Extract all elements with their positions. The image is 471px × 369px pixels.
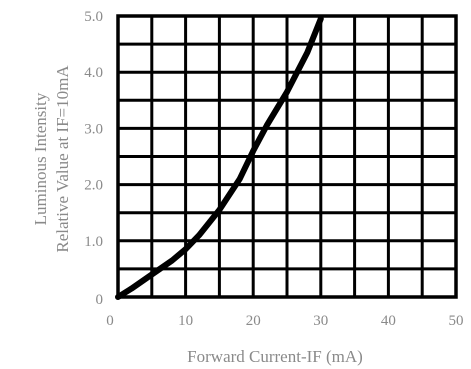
x-tick-label-2: 20 xyxy=(246,313,261,329)
y-tick-label-0: 0 xyxy=(96,292,104,308)
y-tick-label-5: 5.0 xyxy=(84,9,103,25)
y-tick-label-1: 1.0 xyxy=(84,234,103,250)
x-tick-label-5: 50 xyxy=(449,313,464,329)
x-tick-label-0: 0 xyxy=(106,313,114,329)
y-tick-label-2: 2.0 xyxy=(84,178,103,194)
x-tick-label-1: 10 xyxy=(178,313,193,329)
x-tick-label-4: 40 xyxy=(381,313,396,329)
y-tick-label-3: 3.0 xyxy=(84,121,103,137)
y-axis-title-line-1: Luminous Intensity xyxy=(31,92,50,225)
grid-lines xyxy=(116,14,458,299)
y-axis-title-line-2: Relative Value at IF=10mA xyxy=(53,65,72,253)
y-tick-label-4: 4.0 xyxy=(84,65,103,81)
y-axis-ticks: 0 1.0 2.0 3.0 4.0 5.0 xyxy=(84,9,103,308)
x-tick-label-3: 30 xyxy=(313,313,328,329)
x-axis-ticks: 0 10 20 30 40 50 xyxy=(106,313,463,329)
y-axis-title: Luminous Intensity Relative Value at IF=… xyxy=(31,65,72,253)
series-line-0 xyxy=(115,15,324,300)
x-axis-title: Forward Current-IF (mA) xyxy=(187,347,363,366)
plot-frame xyxy=(116,14,458,299)
series-layer xyxy=(115,15,324,300)
